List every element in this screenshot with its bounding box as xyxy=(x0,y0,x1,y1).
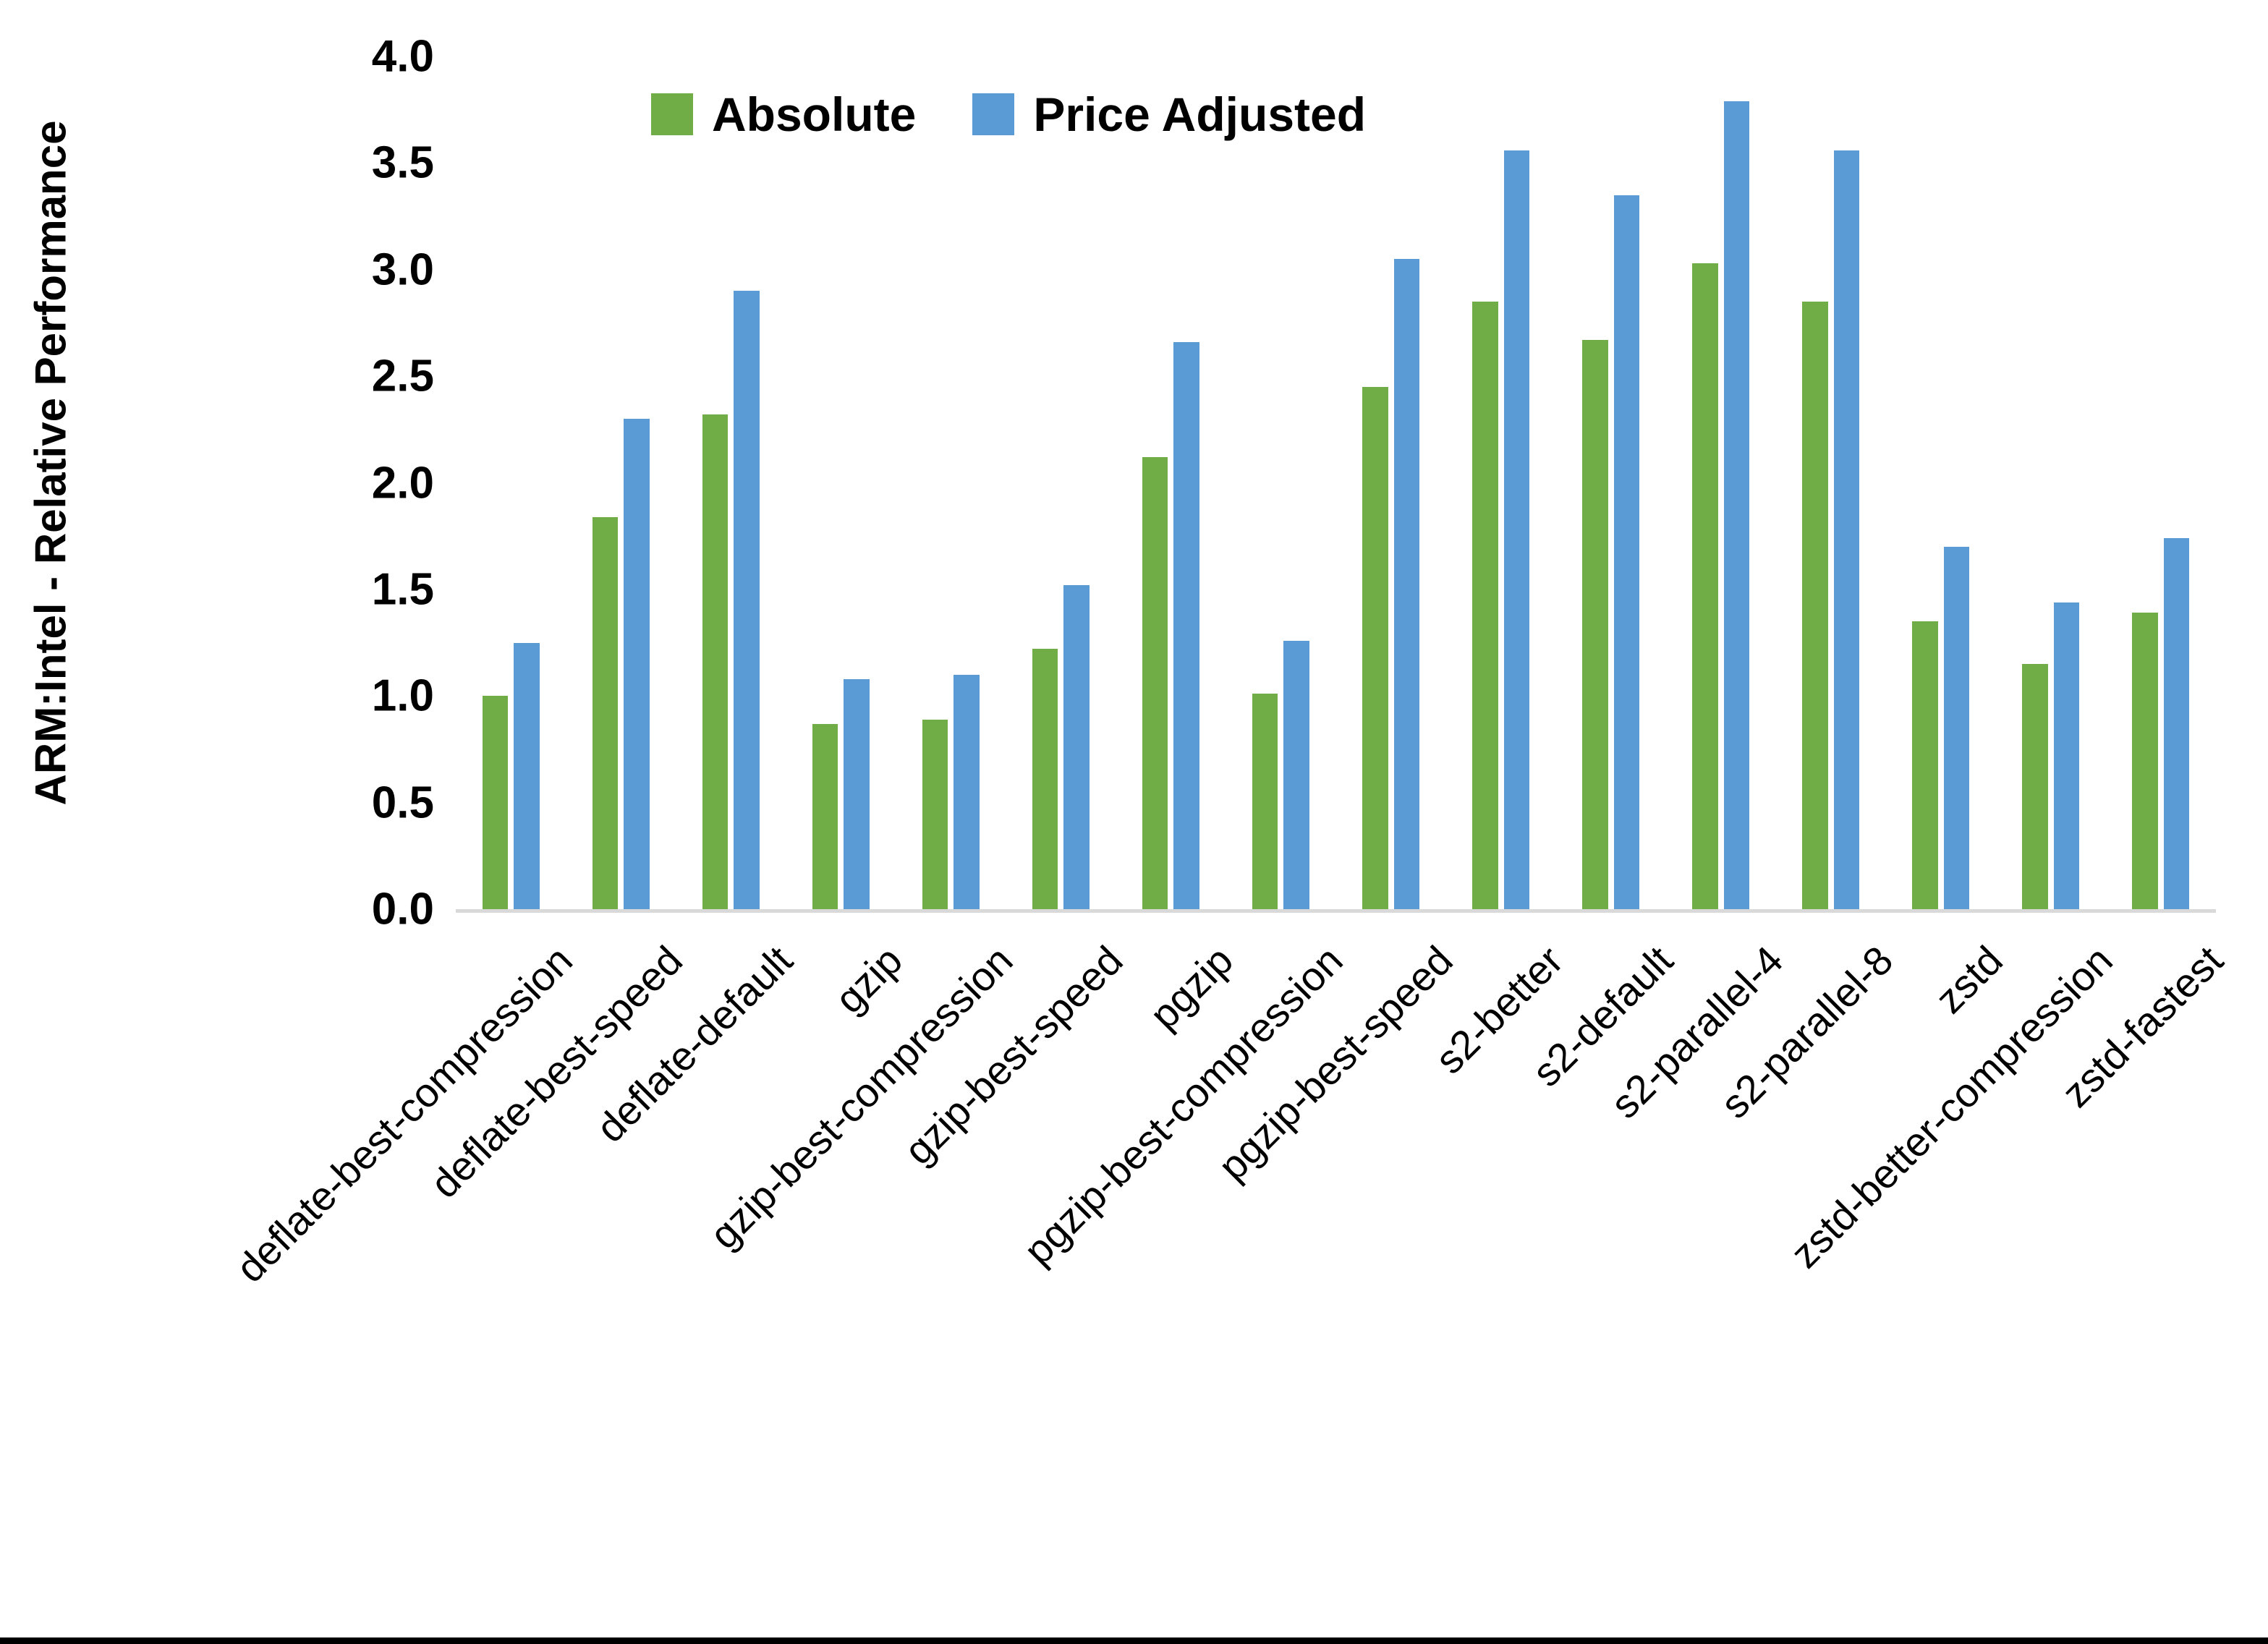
y-tick-label-4.0: 4.0 xyxy=(371,31,434,82)
bar-price-adjusted-s2-default xyxy=(1613,195,1640,909)
bar-absolute-pgzip xyxy=(1142,457,1168,909)
bar-absolute-s2-default xyxy=(1582,340,1608,909)
bar-absolute-gzip-best-compression xyxy=(922,719,948,909)
x-label-pgzip: pgzip xyxy=(1140,937,1241,1038)
legend-swatch-absolute xyxy=(651,93,693,135)
x-axis-line xyxy=(456,909,2216,913)
legend-swatch-price-adjusted xyxy=(972,93,1015,135)
x-label-deflate-default: deflate-default xyxy=(587,937,802,1151)
bar-price-adjusted-deflate-best-speed xyxy=(624,419,650,909)
bar-price-adjusted-gzip xyxy=(844,678,870,909)
bar-absolute-gzip xyxy=(812,723,838,909)
bar-price-adjusted-pgzip-best-compression xyxy=(1283,640,1309,909)
bar-price-adjusted-gzip-best-speed xyxy=(1063,584,1090,909)
y-tick-label-0.5: 0.5 xyxy=(371,778,434,828)
legend-item-absolute: Absolute xyxy=(651,87,916,142)
bottom-edge-bar xyxy=(0,1637,2268,1644)
y-tick-label-0.0: 0.0 xyxy=(371,884,434,934)
bar-absolute-deflate-default xyxy=(702,414,729,909)
y-tick-label-2.5: 2.5 xyxy=(371,351,434,401)
y-tick-label-1.0: 1.0 xyxy=(371,670,434,721)
bar-absolute-gzip-best-speed xyxy=(1032,649,1058,909)
x-label-gzip: gzip xyxy=(826,937,912,1022)
y-axis-title: ARM:Intel - Relative Performance xyxy=(26,120,75,806)
legend-label-absolute: Absolute xyxy=(712,88,917,141)
bar-price-adjusted-s2-parallel-8 xyxy=(1833,150,1860,909)
bar-price-adjusted-pgzip-best-speed xyxy=(1393,259,1420,909)
bar-absolute-deflate-best-speed xyxy=(592,516,619,909)
bar-absolute-deflate-best-compression xyxy=(482,696,509,909)
bar-price-adjusted-deflate-best-compression xyxy=(514,642,540,909)
y-tick-label-3.0: 3.0 xyxy=(371,244,434,295)
bar-price-adjusted-zstd-fastest xyxy=(2163,538,2190,909)
bar-price-adjusted-pgzip xyxy=(1173,341,1199,909)
bar-absolute-s2-parallel-8 xyxy=(1802,301,1828,909)
bar-price-adjusted-gzip-best-compression xyxy=(954,674,980,909)
bar-absolute-pgzip-best-speed xyxy=(1362,386,1388,909)
bar-price-adjusted-zstd-better-compression xyxy=(2053,602,2080,909)
legend: Absolute Price Adjusted xyxy=(651,87,1366,142)
bar-absolute-s2-better xyxy=(1472,301,1498,909)
bar-absolute-zstd xyxy=(1912,621,1938,909)
bar-price-adjusted-deflate-default xyxy=(734,291,760,909)
bar-absolute-s2-parallel-4 xyxy=(1692,263,1718,909)
y-tick-label-3.5: 3.5 xyxy=(371,137,434,188)
bar-absolute-pgzip-best-compression xyxy=(1252,694,1278,909)
bar-absolute-zstd-fastest xyxy=(2132,613,2158,909)
x-label-zstd: zstd xyxy=(1926,937,2012,1022)
legend-label-price-adjusted: Price Adjusted xyxy=(1033,88,1367,141)
legend-item-price-adjusted: Price Adjusted xyxy=(972,87,1366,142)
bar-price-adjusted-s2-parallel-4 xyxy=(1723,101,1750,909)
y-tick-label-2.0: 2.0 xyxy=(371,458,434,508)
y-tick-label-1.5: 1.5 xyxy=(371,564,434,615)
bar-absolute-zstd-better-compression xyxy=(2022,664,2048,909)
bar-price-adjusted-s2-better xyxy=(1503,150,1530,909)
bar-price-adjusted-zstd xyxy=(1943,546,1970,909)
